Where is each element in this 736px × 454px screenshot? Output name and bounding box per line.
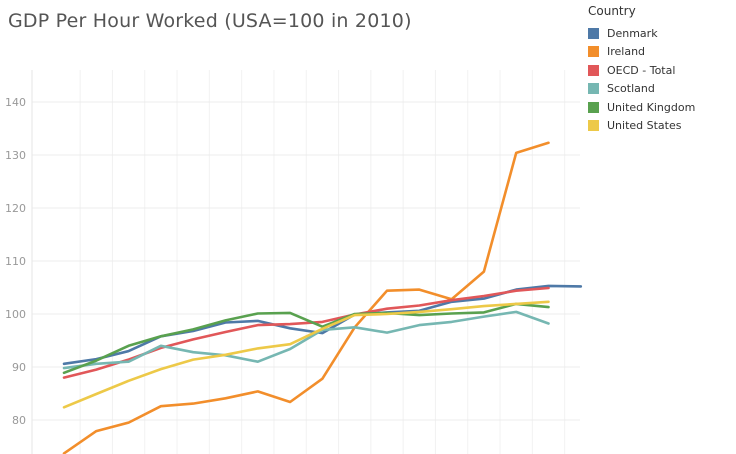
legend-swatch [588,101,599,113]
series-line-scotland[interactable] [62,310,550,370]
legend-swatch [588,83,599,95]
legend-item[interactable]: Scotland [588,80,695,99]
series-line-united-states[interactable] [62,300,550,409]
series-line-united-kingdom[interactable] [62,302,550,375]
series-line-ireland[interactable] [62,141,550,454]
legend-title: Country [588,4,636,18]
series-line-denmark[interactable] [62,284,583,366]
legend-item[interactable]: United Kingdom [588,98,695,117]
legend-item[interactable]: Ireland [588,43,695,62]
chart-title: GDP Per Hour Worked (USA=100 in 2010) [8,10,412,32]
y-tick-label: 80 [12,414,26,427]
y-tick-label: 100 [5,308,26,321]
legend-item[interactable]: United States [588,117,695,136]
y-tick-label: 130 [5,149,26,162]
legend-swatch [588,46,599,58]
legend-item[interactable]: OECD - Total [588,61,695,80]
y-tick-label: 120 [5,202,26,215]
legend-label: United States [607,119,682,133]
y-tick-label: 110 [5,255,26,268]
legend-label: Denmark [607,26,658,40]
legend-item[interactable]: Denmark [588,24,695,43]
legend-swatch [588,64,599,76]
legend-label: United Kingdom [607,100,696,114]
y-tick-label: 140 [5,96,26,109]
legend-label: Scotland [607,82,655,96]
legend-label: OECD - Total [607,63,676,77]
legend-swatch [588,120,599,132]
legend-swatch [588,27,599,39]
legend: Country Denmark Ireland OECD - Total Scotla… [588,4,695,135]
y-tick-label: 90 [12,361,26,374]
legend-label: Ireland [607,45,646,59]
